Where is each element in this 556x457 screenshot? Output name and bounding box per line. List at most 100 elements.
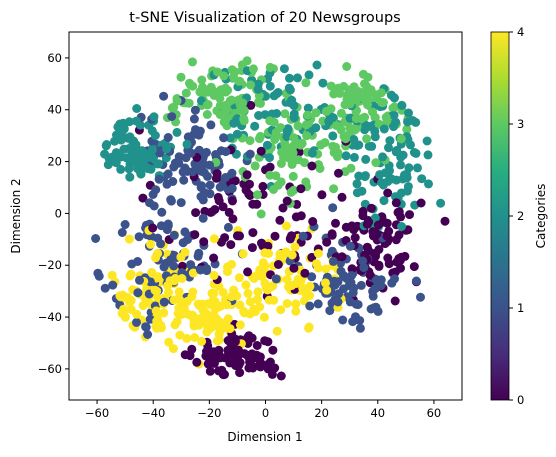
- scatter-point: [199, 237, 209, 247]
- scatter-point: [164, 288, 173, 297]
- scatter-point: [279, 64, 289, 74]
- scatter-point: [260, 336, 270, 346]
- scatter-point: [389, 110, 399, 120]
- scatter-point: [117, 228, 127, 237]
- scatter-point: [252, 295, 262, 305]
- scatter-point: [389, 93, 399, 102]
- scatter-point: [349, 152, 359, 162]
- scatter-point: [312, 60, 322, 70]
- scatter-point: [287, 250, 297, 260]
- scatter-point: [440, 216, 450, 226]
- scatter-point: [159, 91, 169, 101]
- scatter-point: [334, 168, 343, 178]
- scatter-point: [378, 180, 388, 190]
- scatter-point: [406, 140, 415, 150]
- scatter-point: [223, 267, 232, 277]
- scatter-point: [276, 305, 286, 315]
- scatter-point: [219, 133, 229, 143]
- scatter-point: [272, 109, 282, 118]
- scatter-point: [354, 87, 364, 96]
- scatter-point: [179, 303, 189, 313]
- scatter-point: [369, 303, 379, 313]
- scatter-point: [321, 264, 331, 274]
- scatter-point: [342, 62, 352, 71]
- scatter-point: [176, 72, 186, 82]
- scatter-point: [228, 196, 237, 206]
- scatter-point: [360, 171, 370, 181]
- scatter-point: [371, 283, 380, 293]
- scatter-point: [390, 296, 400, 306]
- scatter-point: [396, 263, 405, 273]
- scatter-point: [329, 184, 339, 194]
- scatter-point: [345, 297, 355, 307]
- scatter-point: [128, 139, 138, 149]
- scatter-point: [417, 174, 427, 184]
- scatter-point: [167, 103, 177, 113]
- scatter-point: [202, 327, 212, 337]
- scatter-point: [371, 251, 380, 261]
- scatter-point: [221, 83, 230, 93]
- x-tick-label: 60: [427, 406, 442, 420]
- scatter-point: [225, 133, 235, 143]
- scatter-point: [391, 175, 401, 185]
- y-axis-label: Dimension 2: [9, 178, 23, 253]
- scatter-point: [186, 80, 196, 90]
- scatter-point: [239, 116, 249, 126]
- scatter-point: [243, 339, 253, 348]
- scatter-point: [336, 125, 346, 135]
- scatter-point: [235, 231, 245, 241]
- scatter-point: [409, 262, 419, 272]
- scatter-point: [248, 64, 258, 74]
- x-tick-label: 0: [262, 406, 269, 420]
- scatter-point: [91, 234, 101, 243]
- scatter-point: [303, 110, 313, 120]
- scatter-point: [351, 114, 361, 124]
- scatter-point: [268, 345, 278, 355]
- scatter-point: [313, 299, 323, 309]
- colorbar-tick-label: 4: [517, 25, 524, 39]
- scatter-point: [119, 144, 129, 154]
- scatter-point: [227, 95, 236, 105]
- scatter-point: [329, 276, 339, 286]
- scatter-point: [229, 118, 239, 128]
- scatter-point: [368, 107, 377, 117]
- scatter-point: [282, 126, 292, 136]
- scatter-point: [182, 139, 192, 149]
- scatter-point: [287, 231, 296, 241]
- y-tick-label: −20: [38, 258, 62, 272]
- scatter-point: [232, 129, 242, 139]
- scatter-point: [131, 116, 141, 126]
- scatter-point: [352, 179, 362, 189]
- scatter-point: [227, 168, 237, 178]
- scatter-point: [305, 281, 315, 291]
- scatter-point: [238, 249, 248, 259]
- scatter-point: [404, 108, 413, 118]
- scatter-point: [328, 203, 338, 213]
- scatter-point: [169, 230, 179, 240]
- scatter-point: [211, 173, 221, 183]
- scatter-point: [245, 297, 255, 307]
- scatter-point: [293, 73, 302, 83]
- scatter-point: [362, 242, 372, 252]
- scatter-point: [337, 252, 347, 262]
- scatter-point: [307, 252, 317, 262]
- scatter-point: [226, 292, 236, 302]
- scatter-point: [125, 271, 135, 281]
- scatter-point: [227, 65, 237, 75]
- scatter-point: [205, 160, 214, 170]
- scatter-point: [303, 103, 313, 113]
- scatter-point: [328, 256, 338, 266]
- scatter-point: [363, 100, 372, 110]
- scatter-point: [396, 134, 406, 144]
- scatter-point: [260, 260, 270, 270]
- scatter-point: [146, 239, 156, 249]
- scatter-point: [307, 272, 317, 282]
- scatter-point: [315, 164, 325, 173]
- x-tick-label: 40: [370, 406, 385, 420]
- scatter-point: [351, 124, 361, 134]
- scatter-point: [320, 138, 330, 148]
- scatter-point: [154, 159, 164, 169]
- scatter-point: [108, 280, 118, 290]
- scatter-point: [413, 163, 422, 173]
- scatter-point: [408, 116, 418, 126]
